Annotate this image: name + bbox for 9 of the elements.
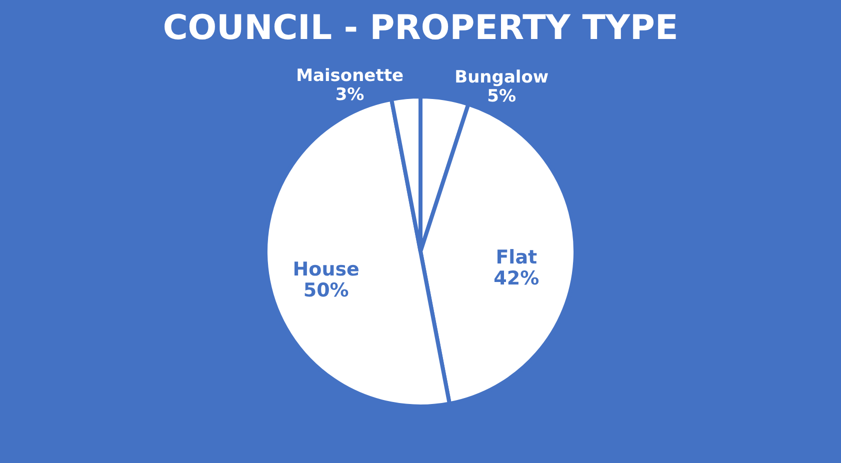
data-label: 42% (494, 268, 540, 290)
data-label: 50% (303, 280, 349, 302)
slice-label: Flat (496, 246, 538, 269)
slice-label: House (292, 258, 360, 281)
slice-label: Bungalow (454, 68, 549, 88)
chart-title: COUNCIL - PROPERTY TYPE (162, 8, 678, 48)
data-label: 3% (335, 85, 364, 106)
slice-label: Maisonette (296, 66, 404, 86)
data-label: 5% (487, 86, 516, 107)
